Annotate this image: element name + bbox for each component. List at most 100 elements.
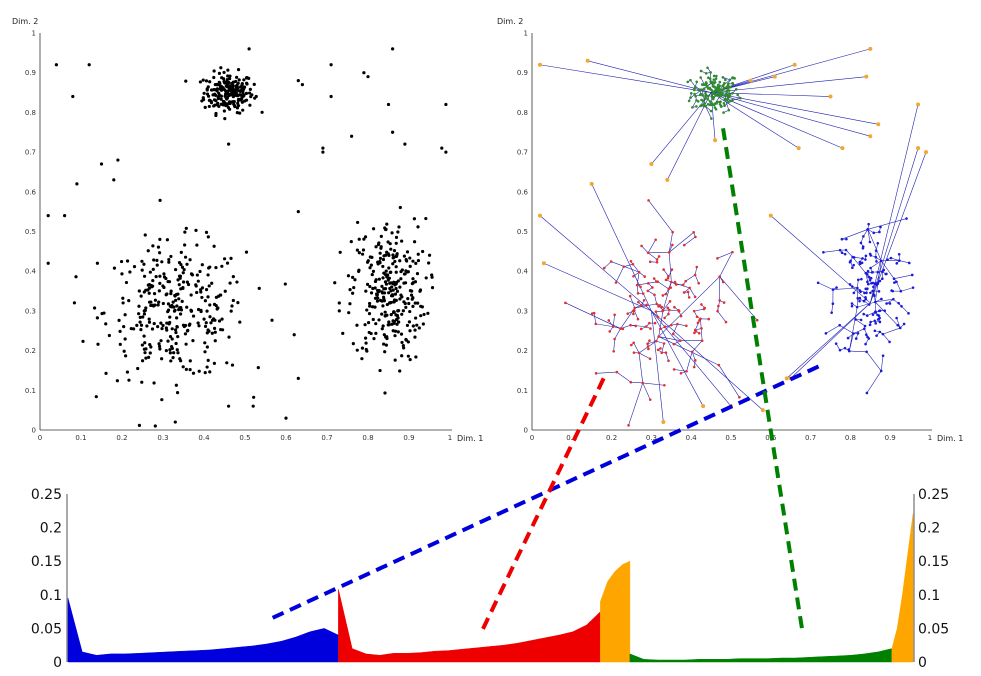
tree-edge xyxy=(692,100,697,108)
tree-node xyxy=(895,262,899,265)
scatter-point xyxy=(382,299,386,303)
tree-node xyxy=(898,259,901,262)
left-xtick-label: 0.7 xyxy=(321,434,332,442)
tree-edge xyxy=(630,381,643,384)
tree-node xyxy=(673,305,676,309)
tree-node xyxy=(864,333,868,336)
scatter-point xyxy=(152,381,156,385)
left-ytick-label: 0.7 xyxy=(25,149,36,157)
scatter-point xyxy=(408,309,412,314)
scatter-point xyxy=(172,309,177,313)
scatter-point xyxy=(152,321,156,326)
tree-node xyxy=(878,230,881,234)
scatter-point xyxy=(151,244,155,248)
left-ytick-label: 1 xyxy=(32,30,36,38)
tree-node xyxy=(645,303,648,307)
scatter-point xyxy=(156,245,161,249)
scatter-point xyxy=(236,98,240,103)
left-xtick-label: 0.8 xyxy=(362,434,373,442)
scatter-point xyxy=(139,323,144,327)
scatter-point xyxy=(364,347,368,352)
scatter-point xyxy=(388,286,392,291)
scatter-point xyxy=(408,329,412,333)
tree-node xyxy=(641,292,645,295)
scatter-point xyxy=(368,301,372,306)
scatter-point xyxy=(373,286,377,290)
scatter-point xyxy=(142,312,147,316)
right-xtick-label: 0.8 xyxy=(845,434,856,442)
tree-node xyxy=(883,309,887,313)
tree-edge xyxy=(648,200,673,233)
scatter-point xyxy=(207,284,211,288)
scatter-point xyxy=(363,235,368,239)
tree-node xyxy=(662,342,666,345)
tree-node xyxy=(640,244,643,248)
scatter-point xyxy=(119,259,124,264)
tree-node xyxy=(657,304,660,308)
tree-node xyxy=(881,277,884,281)
left-xtick-label: 0.6 xyxy=(280,434,292,442)
scatter-point xyxy=(155,263,159,267)
tree-node xyxy=(629,380,633,384)
scatter-point xyxy=(210,88,214,92)
tree-node xyxy=(632,312,635,316)
scatter-point xyxy=(376,242,381,247)
scatter-point xyxy=(411,259,415,263)
scatter-point xyxy=(229,309,233,313)
tree-node xyxy=(854,337,858,340)
right-xtick-label: 0.2 xyxy=(606,434,617,442)
scatter-point xyxy=(368,266,372,270)
tree-edge xyxy=(857,301,876,308)
scatter-point xyxy=(371,286,375,291)
outlier-point xyxy=(116,158,120,162)
scatter-point xyxy=(235,280,239,284)
scatter-point xyxy=(141,315,145,319)
scatter-point xyxy=(236,301,240,305)
scatter-point xyxy=(148,351,152,355)
right-xtick-label: 0 xyxy=(530,434,534,442)
scatter-point xyxy=(384,343,388,347)
scatter-point xyxy=(204,230,209,234)
tree-edge xyxy=(667,92,712,181)
scatter-point xyxy=(235,94,239,98)
scatter-point xyxy=(234,85,238,89)
scatter-point xyxy=(405,259,409,263)
tree-node xyxy=(660,351,664,354)
scatter-point xyxy=(180,299,184,303)
scatter-point xyxy=(219,94,224,98)
scatter-point xyxy=(398,285,402,289)
tree-node xyxy=(717,84,721,87)
outlier-point xyxy=(329,94,333,99)
tree-node xyxy=(689,78,692,82)
scatter-point xyxy=(391,256,395,260)
tree-node xyxy=(676,322,679,326)
tree-node xyxy=(646,342,649,346)
tree-node xyxy=(731,250,734,254)
scatter-point xyxy=(415,323,419,327)
tree-edge xyxy=(658,336,681,341)
tree-edge xyxy=(867,229,882,261)
scatter-point xyxy=(414,261,418,265)
outlier-point xyxy=(296,376,300,380)
scatter-point xyxy=(371,227,376,231)
scatter-point xyxy=(391,262,395,266)
scatter-point xyxy=(168,351,172,355)
scatter-point xyxy=(158,198,162,202)
scatter-point xyxy=(388,242,392,246)
tree-node xyxy=(850,304,854,308)
tree-node xyxy=(713,85,716,88)
tree-edge xyxy=(539,215,652,312)
bottom-right-ytick-label: 0.05 xyxy=(918,621,949,637)
tree-node xyxy=(706,94,710,98)
outlier-node xyxy=(868,46,873,51)
scatter-point xyxy=(173,328,178,332)
scatter-point xyxy=(394,286,398,291)
scatter-point xyxy=(123,313,127,317)
tree-edge xyxy=(691,340,703,352)
scatter-point xyxy=(124,354,128,358)
tree-node xyxy=(869,276,873,280)
scatter-point xyxy=(142,334,146,338)
tree-node xyxy=(738,396,741,399)
tree-node xyxy=(844,248,848,252)
outlier-node xyxy=(840,146,845,151)
